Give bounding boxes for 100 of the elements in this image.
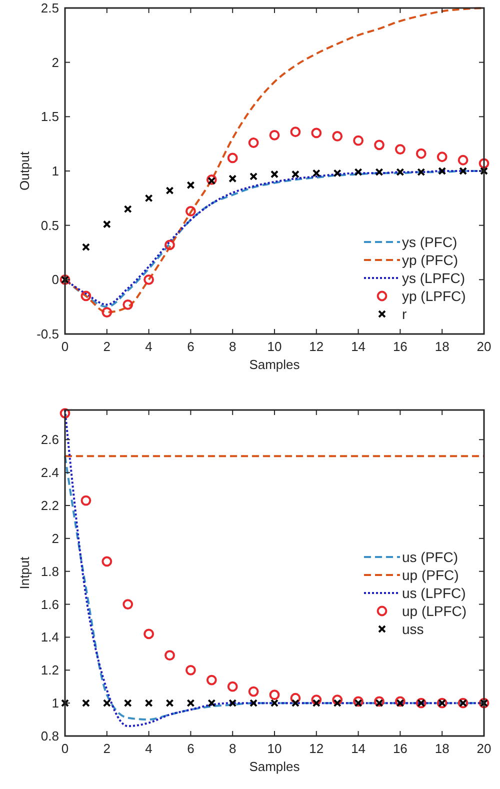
y-tick-label: 1 (52, 164, 59, 178)
point (206, 174, 217, 185)
point (206, 674, 217, 686)
y-tick-label: -0.5 (36, 326, 59, 342)
point (291, 699, 300, 708)
point (353, 135, 364, 146)
point (436, 152, 448, 162)
point (291, 170, 300, 178)
point (396, 699, 404, 708)
point (374, 140, 384, 150)
y-tick-label: 1.8 (40, 564, 59, 579)
point (311, 694, 322, 705)
x-tick-label: 0 (61, 339, 69, 354)
legend-label: ys (PFC) (402, 234, 458, 250)
point (186, 699, 195, 708)
point (395, 144, 406, 154)
point (166, 186, 174, 195)
point (332, 131, 343, 142)
point (332, 694, 343, 705)
point (164, 240, 175, 250)
point (208, 699, 216, 708)
point (459, 167, 468, 175)
y-tick-label: 1.6 (40, 596, 59, 612)
point (375, 699, 384, 708)
point (312, 699, 320, 708)
point (186, 664, 196, 676)
legend-label: uss (402, 621, 424, 637)
point (250, 172, 258, 180)
legend-label: ys (LPFC) (402, 270, 465, 286)
point (248, 138, 259, 148)
point (250, 699, 258, 708)
legend-label: yp (LPFC) (402, 288, 466, 304)
y-tick-label: 2 (52, 530, 59, 546)
point (417, 168, 426, 176)
point (270, 170, 278, 178)
point (102, 556, 112, 567)
point (438, 167, 446, 175)
x-tick-label: 16 (392, 741, 408, 756)
point (144, 194, 153, 202)
x-tick-label: 2 (103, 741, 111, 756)
point (144, 628, 154, 640)
point (124, 699, 132, 708)
x-tick-label: 8 (228, 339, 236, 354)
x-tick-label: 14 (351, 741, 366, 756)
y-tick-label: 2.2 (40, 498, 59, 513)
legend-label: us (LPFC) (402, 585, 466, 601)
y-tick-label: 2.5 (40, 0, 59, 16)
point (60, 408, 70, 418)
point (227, 681, 238, 692)
x-axis-title: Samples (249, 357, 300, 372)
y-tick-label: 1.5 (40, 109, 59, 124)
x-tick-label: 16 (392, 339, 408, 354)
y-tick-label: 2.6 (40, 432, 59, 448)
point (80, 290, 92, 302)
point (374, 696, 384, 707)
point (102, 699, 111, 708)
x-tick-label: 18 (434, 741, 450, 756)
legend-label: yp (PFC) (402, 252, 458, 268)
y-tick-label: 2.4 (40, 465, 59, 480)
x-tick-label: 4 (145, 339, 152, 354)
point (124, 205, 132, 214)
point (144, 699, 153, 708)
point (416, 148, 426, 159)
point (144, 274, 154, 285)
y-tick-label: 1.4 (40, 630, 59, 645)
point (228, 174, 237, 183)
y-axis-title: Intput (17, 556, 32, 590)
point (311, 128, 322, 138)
legend-label: r (402, 306, 407, 322)
point (353, 696, 364, 707)
x-tick-label: 8 (228, 741, 236, 756)
point (122, 599, 134, 610)
y-tick-label: 0.5 (40, 218, 59, 233)
x-axis-title: Samples (249, 759, 300, 774)
x-tick-label: 18 (434, 339, 450, 354)
point (478, 158, 490, 169)
point (102, 220, 111, 228)
point (227, 152, 238, 164)
point (458, 154, 468, 166)
point (122, 299, 134, 310)
x-tick-label: 2 (103, 339, 111, 354)
point (269, 690, 280, 700)
point (248, 686, 259, 697)
point (396, 168, 404, 176)
point (480, 167, 488, 175)
legend-label: up (PFC) (402, 567, 459, 583)
point (80, 495, 92, 506)
point (228, 699, 237, 708)
y-tick-label: 1.2 (40, 662, 59, 678)
y-tick-label: 1 (52, 696, 59, 711)
point (333, 699, 342, 708)
x-tick-label: 0 (61, 741, 69, 756)
point (270, 699, 278, 708)
point (82, 243, 90, 252)
point (164, 650, 175, 661)
point (290, 126, 301, 138)
point (269, 130, 280, 140)
y-tick-label: 0.8 (40, 728, 59, 744)
point (82, 699, 90, 708)
point (333, 169, 342, 178)
